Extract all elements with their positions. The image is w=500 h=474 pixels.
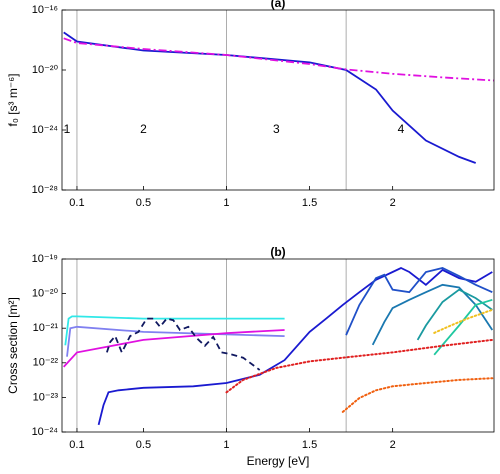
series-line [63,329,285,368]
series-line [341,377,494,413]
x-tick-label: 0.5 [136,439,151,451]
x-tick-label: 0.1 [69,197,84,209]
x-tick-label: 1.5 [302,439,317,451]
plot-frame [61,9,495,191]
y-tick-label: 10⁻²⁰ [32,64,59,76]
y-tick-label: 10⁻²⁴ [32,124,59,136]
series-line [64,315,285,346]
region-label: 4 [398,122,405,136]
x-tick-label: 2 [390,439,396,451]
series-line [433,308,494,334]
series-line [63,37,495,82]
y-axis-label: Cross section [m²] [6,297,20,394]
x-axis-label: Energy [eV] [247,454,310,468]
y-axis-label: f₀ [s³ m⁻⁶] [6,74,20,127]
series-line [433,298,493,356]
y-tick-label: 10⁻¹⁶ [32,4,58,16]
y-tick-label: 10⁻²⁸ [32,184,58,196]
series-line [371,283,494,346]
x-tick-label: 1 [223,197,229,209]
plot-area [62,259,494,432]
series-line [416,288,493,341]
y-tick-label: 10⁻²⁴ [32,426,59,438]
series-line [66,325,285,357]
series-line [106,317,261,371]
x-tick-label: 1 [223,439,229,451]
series-line [97,267,493,426]
y-tick-label: 10⁻²¹ [33,322,59,334]
x-tick-label: 1.5 [302,197,317,209]
x-tick-label: 0.5 [136,197,151,209]
plot-area [62,10,494,190]
y-tick-label: 10⁻²² [33,357,59,369]
x-tick-label: 0.1 [69,439,84,451]
region-label: 1 [64,122,71,136]
x-tick-label: 2 [390,197,396,209]
y-tick-label: 10⁻²⁰ [32,288,59,300]
region-label: 3 [273,122,280,136]
region-label: 2 [140,122,147,136]
y-tick-label: 10⁻²³ [33,391,59,403]
series-line [225,338,494,394]
series-line [345,267,493,336]
chart-title: (a) [271,0,286,10]
plot-frame [61,258,495,433]
y-tick-label: 10⁻¹⁹ [32,253,58,265]
chart-title: (b) [270,245,285,259]
